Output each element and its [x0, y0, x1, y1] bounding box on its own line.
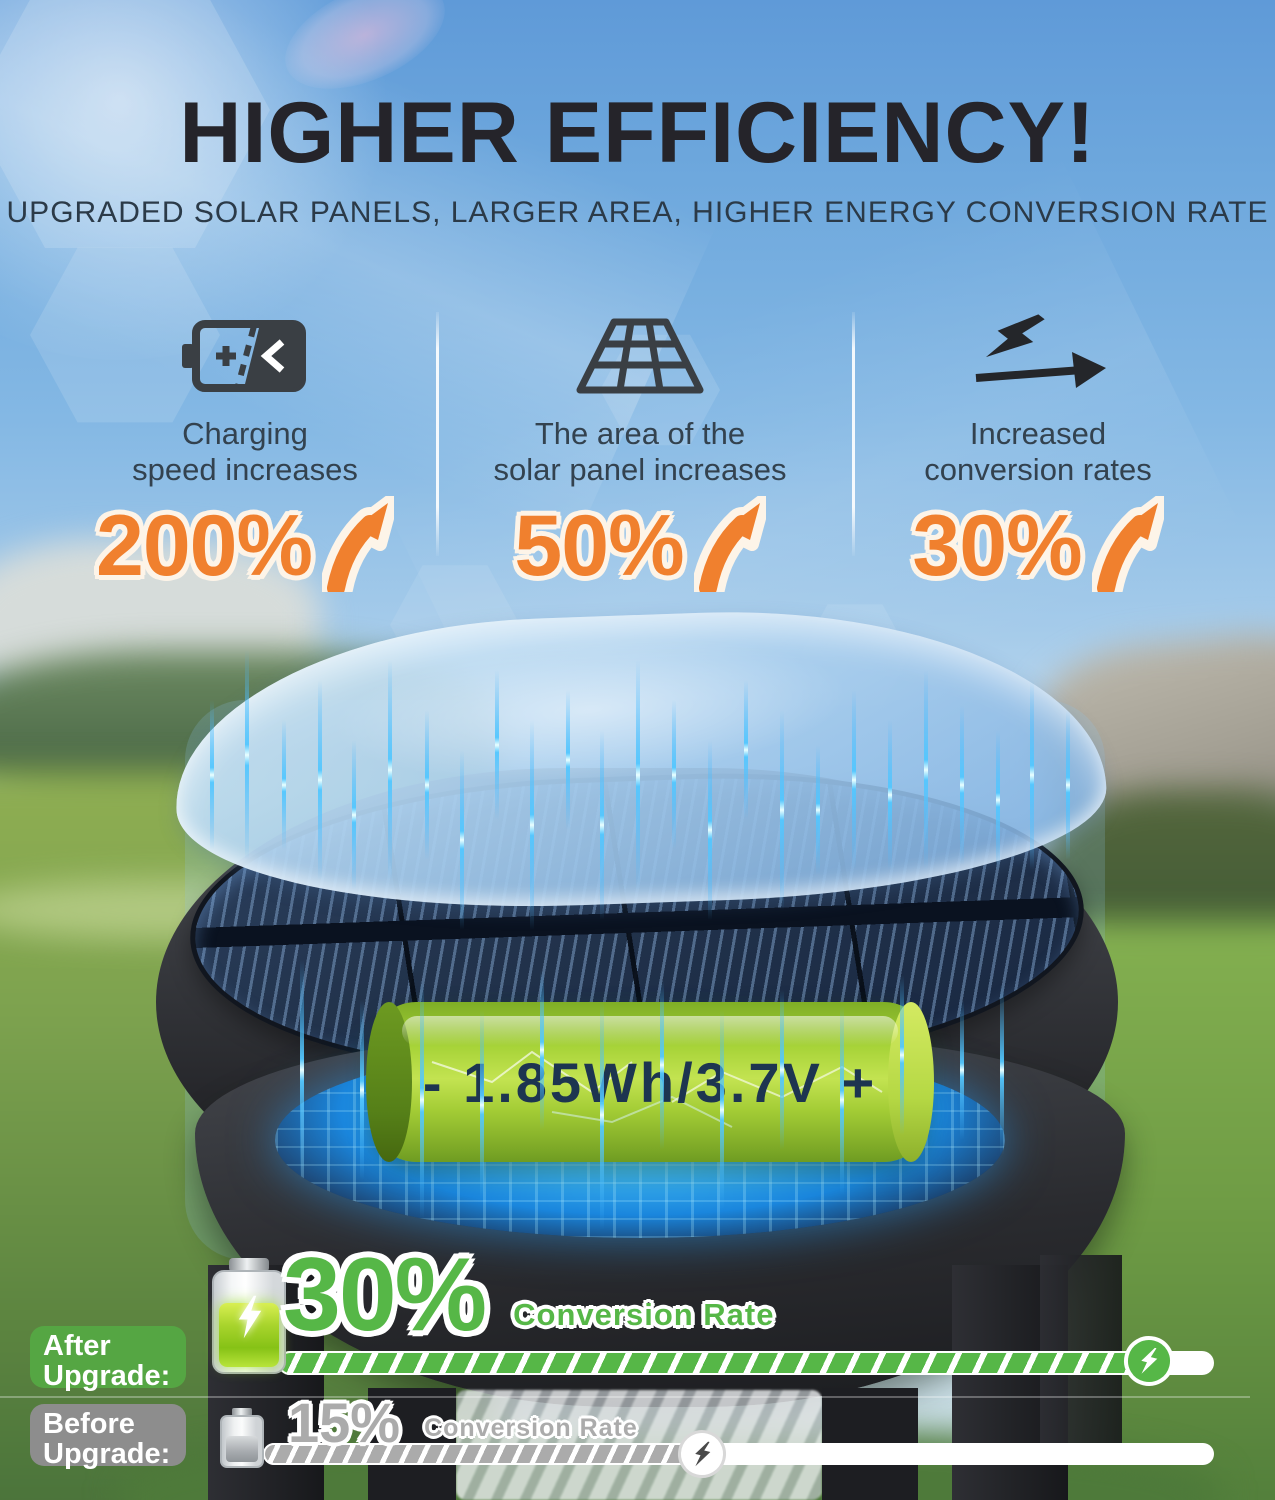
- charging-battery-icon: [180, 310, 310, 402]
- badge-line1: After: [43, 1330, 111, 1362]
- battery-capacity-label: - 1.85Wh/3.7V +: [422, 1050, 878, 1114]
- feature-conversion-rate: Increased conversion rates 30%: [858, 310, 1218, 598]
- feature-panel-area: The area of the solar panel increases 50…: [445, 310, 835, 598]
- feature-percent: 200%: [96, 498, 313, 595]
- after-caption: Conversion Rate: [513, 1296, 775, 1332]
- feature-label-line2: conversion rates: [924, 451, 1152, 487]
- before-upgrade-badge: Before Upgrade:: [30, 1404, 186, 1468]
- feature-stat: 50%: [514, 495, 766, 598]
- feature-label-line2: speed increases: [132, 451, 358, 487]
- badge-line2: Upgrade:: [43, 1359, 171, 1392]
- feature-percent: 30%: [912, 498, 1082, 595]
- bokeh-hexagon: [30, 247, 220, 423]
- feature-label-line1: The area of the: [534, 416, 746, 451]
- battery-cap: [229, 1258, 269, 1272]
- before-upgrade-bar: [263, 1443, 1214, 1465]
- energy-bolt-icon: [1118, 1330, 1180, 1392]
- feature-label: The area of the solar panel increases: [494, 416, 787, 488]
- feature-stat: 200%: [96, 495, 394, 598]
- feature-label-line1: Increased: [969, 416, 1107, 451]
- before-upgrade-bar-fill: [263, 1443, 701, 1465]
- after-upgrade-bar: [278, 1351, 1214, 1375]
- battery-body: [220, 1415, 264, 1468]
- feature-label: Increased conversion rates: [924, 416, 1151, 488]
- page-subtitle: UPGRADED SOLAR PANELS, LARGER AREA, HIGH…: [6, 196, 1269, 229]
- feature-stat: 30%: [912, 495, 1164, 598]
- after-upgrade-stat: 30% Conversion Rate: [283, 1237, 775, 1353]
- up-arrow-icon: [693, 495, 766, 592]
- feature-charging-speed: Charging speed increases 200%: [70, 310, 420, 598]
- comparison-separator-line: [0, 1396, 1250, 1398]
- feature-label-line2: solar panel increases: [493, 451, 787, 487]
- feature-percent: 50%: [514, 498, 684, 595]
- feature-label: Charging speed increases: [132, 416, 358, 488]
- solar-panel-icon: [574, 310, 706, 402]
- after-percent: 30%: [283, 1237, 487, 1353]
- feature-divider: [436, 312, 439, 556]
- badge-line2: Upgrade:: [43, 1437, 171, 1470]
- product-battery: - 1.85Wh/3.7V +: [366, 1002, 934, 1162]
- green-battery-icon: [212, 1258, 286, 1376]
- feature-divider: [852, 312, 855, 556]
- feature-label-line1: Charging: [182, 416, 308, 451]
- before-caption: Conversion Rate: [424, 1414, 638, 1443]
- badge-line1: Before: [43, 1408, 135, 1440]
- up-arrow-icon: [321, 495, 394, 592]
- after-upgrade-badge: After Upgrade:: [30, 1326, 186, 1390]
- after-upgrade-bar-fill: [278, 1351, 1130, 1375]
- gray-battery-icon: [220, 1408, 264, 1468]
- before-percent: 15%: [288, 1391, 401, 1454]
- energy-bolt-icon: [672, 1424, 732, 1484]
- up-arrow-icon: [1091, 495, 1164, 592]
- lightning-conversion-icon: [968, 310, 1108, 402]
- battery-charge-level: [226, 1436, 258, 1462]
- battery-shine: [402, 1016, 898, 1046]
- battery-cap: [232, 1408, 252, 1416]
- page-title: HIGHER EFFICIENCY!: [179, 85, 1096, 181]
- before-upgrade-stat: 15% Conversion Rate: [288, 1391, 638, 1454]
